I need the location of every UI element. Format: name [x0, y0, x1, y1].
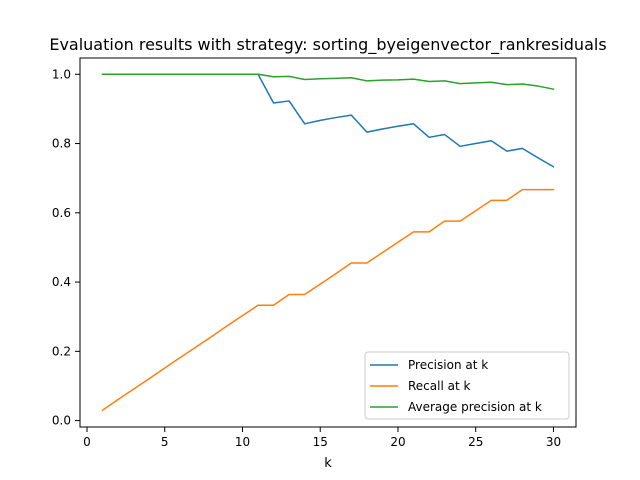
x-tick-label: 25 [468, 435, 483, 449]
y-axis-ticks: 0.0 0.2 0.4 0.6 0.8 1.0 [52, 67, 80, 428]
y-tick-label: 0.6 [52, 206, 71, 220]
x-tick-label: 20 [390, 435, 405, 449]
plot-frame [79, 57, 577, 428]
x-tick-label: 10 [235, 435, 250, 449]
x-axis-ticks: 0 5 10 15 20 25 30 [83, 427, 561, 449]
x-tick-label: 30 [546, 435, 561, 449]
chart-title: Evaluation results with strategy: sortin… [49, 35, 606, 55]
x-tick-label: 0 [83, 435, 91, 449]
legend-label: Average precision at k [408, 400, 542, 414]
series-line-recall-at-k [101, 188, 555, 412]
x-axis-label: k [324, 456, 332, 471]
legend: Precision at k Recall at k Average precisi… [364, 351, 570, 420]
y-tick-label: 0.8 [52, 137, 71, 151]
legend-frame [364, 351, 570, 420]
y-tick-label: 1.0 [52, 67, 71, 81]
series-line-average-precision-at-k [101, 73, 555, 91]
legend-label: Precision at k [408, 358, 488, 372]
y-tick-label: 0.2 [52, 344, 71, 358]
legend-label: Recall at k [408, 379, 470, 393]
x-tick-label: 5 [161, 435, 169, 449]
series-lines [101, 73, 555, 412]
y-tick-label: 0.0 [52, 414, 71, 428]
y-tick-label: 0.4 [52, 275, 71, 289]
x-tick-label: 15 [313, 435, 328, 449]
